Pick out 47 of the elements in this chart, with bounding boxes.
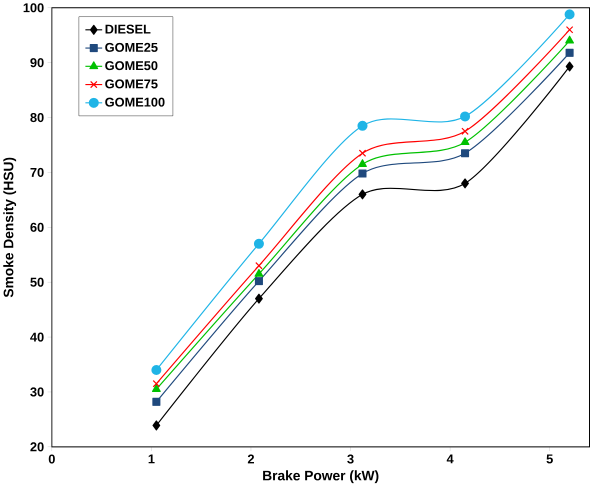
y-tick-label: 80	[30, 112, 44, 122]
y-tick-label: 30	[30, 387, 44, 396]
point	[460, 111, 470, 122]
point	[358, 189, 366, 200]
legend-label: DIESEL	[106, 24, 150, 34]
legend-label: GOME50	[105, 60, 158, 70]
point	[254, 268, 264, 277]
x-axis-title: Brake Power (kW)	[263, 470, 378, 483]
point	[358, 149, 366, 157]
y-axis-title: Smoke Density (HSU)	[3, 157, 16, 298]
point	[255, 293, 263, 304]
y-tick-label: 60	[30, 222, 44, 232]
y-tick-label: 90	[30, 58, 44, 67]
point	[566, 48, 574, 57]
point	[461, 148, 470, 158]
point	[358, 158, 367, 167]
x-tick-label: 4	[446, 454, 454, 464]
legend-label: GOME25	[105, 42, 158, 52]
point	[358, 169, 367, 178]
point	[255, 262, 263, 270]
point	[566, 26, 574, 34]
point	[461, 178, 469, 188]
point	[152, 384, 161, 392]
point	[461, 127, 469, 135]
x-tick-label: 5	[546, 454, 553, 464]
legend-label: GOME75	[105, 79, 158, 88]
legend-label: GOME100	[105, 97, 165, 106]
point	[152, 420, 160, 430]
point	[152, 380, 160, 388]
y-tick-label: 100	[24, 3, 44, 12]
point	[565, 36, 574, 44]
y-tick-label: 50	[30, 277, 44, 287]
x-tick-label: 2	[248, 454, 254, 464]
x-tick-label: 3	[347, 454, 354, 464]
y-tick-label: 70	[30, 168, 44, 177]
point	[566, 61, 574, 72]
point	[460, 137, 470, 145]
y-tick-label: 40	[30, 332, 44, 342]
x-tick-label: 1	[148, 454, 155, 464]
point	[564, 9, 575, 20]
x-tick-label: 0	[48, 454, 55, 464]
point	[254, 276, 263, 285]
point	[254, 238, 264, 249]
point	[357, 120, 368, 131]
point	[151, 364, 162, 375]
point	[152, 398, 160, 406]
y-tick-label: 20	[30, 442, 44, 452]
